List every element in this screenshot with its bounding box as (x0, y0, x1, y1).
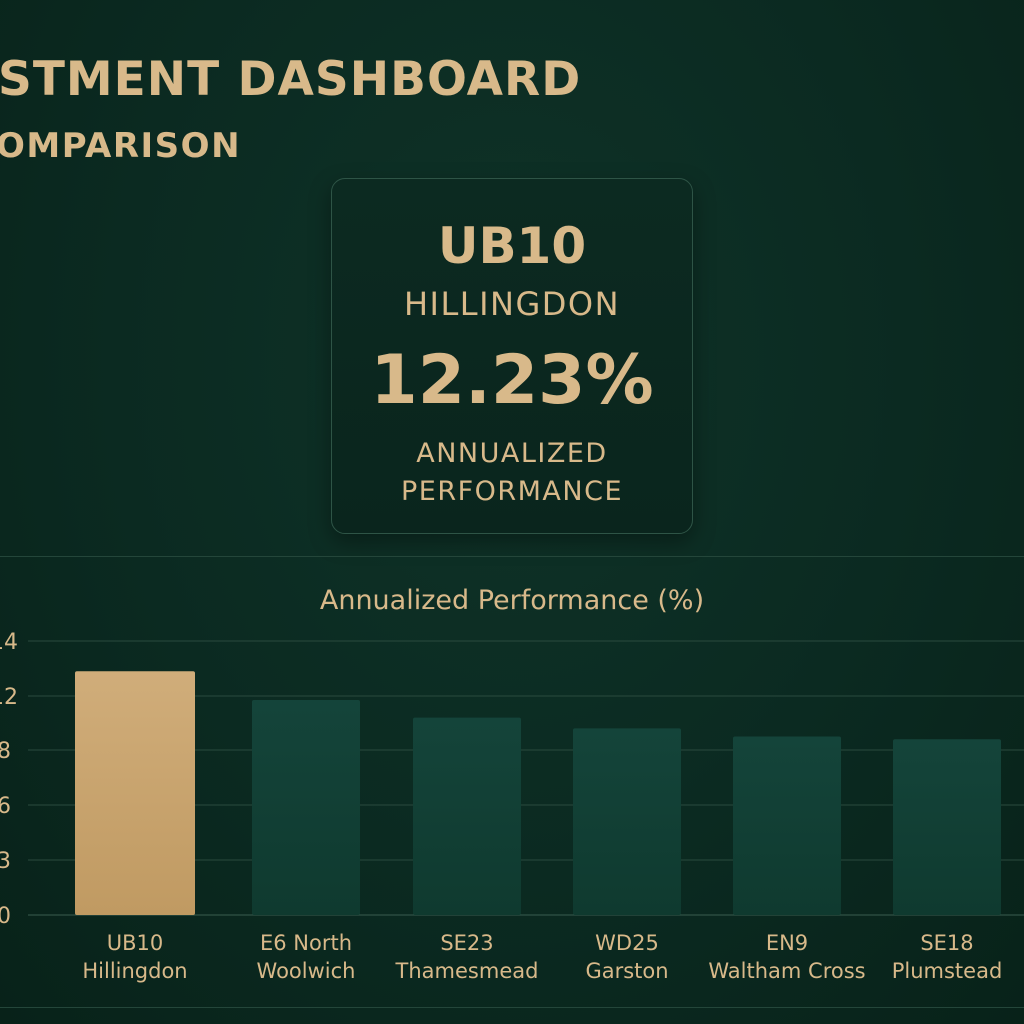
highlight-postcode: UB10 (437, 217, 587, 275)
x-label-name: Plumstead (892, 959, 1003, 983)
highlight-area: HILLINGDON (403, 285, 621, 323)
x-label-name: Thamesmead (395, 959, 539, 983)
y-tick-label: 0 (0, 904, 11, 929)
highlight-caption-line1: ANNUALIZED (416, 438, 608, 469)
bar-wd25 (573, 728, 681, 915)
bar-se23 (413, 717, 521, 915)
x-label-code: WD25 (595, 931, 659, 955)
y-tick-label: 8 (0, 739, 11, 764)
x-label-name: Waltham Cross (708, 959, 865, 983)
x-label-code: EN9 (766, 931, 808, 955)
x-label-code: UB10 (107, 931, 164, 955)
highlight-caption: ANNUALIZED PERFORMANCE (332, 435, 692, 511)
x-label-name: Hillingdon (82, 959, 187, 983)
highlight-value: 12.23% (370, 341, 654, 420)
chart-y-axis: 0 3 6 8 12 14 (0, 630, 18, 929)
y-tick-label: 12 (0, 685, 18, 710)
y-tick-label: 3 (0, 849, 11, 874)
chart-bars (75, 671, 1001, 915)
dashboard-subtitle: OMPARISON (0, 126, 242, 166)
bar-se18 (893, 739, 1001, 915)
x-label-name: Woolwich (257, 959, 356, 983)
bar-ub10 (75, 671, 195, 915)
chart-x-axis: UB10 Hillingdon E6 North Woolwich SE23 Thames… (82, 931, 1002, 983)
x-label-code: SE18 (920, 931, 973, 955)
section-divider-top (0, 556, 1024, 557)
bar-en9 (733, 736, 841, 915)
bar-e6-north (252, 700, 360, 915)
x-label-name: Garston (585, 959, 668, 983)
chart-title: Annualized Performance (%) (319, 585, 705, 616)
highlight-card: UB10 HILLINGDON 12.23% ANNUALIZED PERFOR… (331, 178, 693, 534)
x-label-code: E6 North (260, 931, 352, 955)
y-tick-label: 14 (0, 630, 18, 655)
dashboard-title: STMENT DASHBOARD (0, 52, 582, 107)
bar-chart: 0 3 6 8 12 14 UB10 Hillingdon E6 North Woolwich S… (0, 630, 1024, 983)
highlight-caption-line2: PERFORMANCE (400, 476, 624, 507)
x-label-code: SE23 (440, 931, 493, 955)
section-divider-bottom (0, 1007, 1024, 1008)
y-tick-label: 6 (0, 794, 11, 819)
